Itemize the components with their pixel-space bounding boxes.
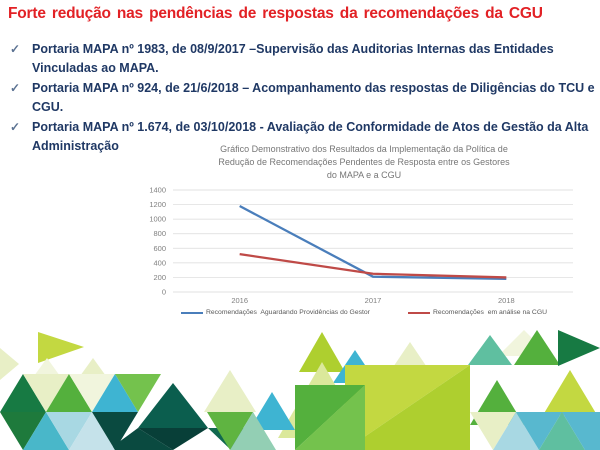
y-axis-tick-label: 600: [153, 244, 166, 253]
mosaic-triangle: [493, 412, 539, 450]
mosaic-triangle: [0, 374, 46, 412]
legend-line-swatch: [407, 311, 430, 314]
chart-legend: Recomendações Aguardando Providências do…: [128, 309, 600, 316]
chart-title: Gráfico Demonstrativo dos Resultados da …: [218, 144, 510, 181]
mosaic-triangle: [539, 412, 585, 450]
mosaic-triangle: [46, 412, 92, 450]
mosaic-triangle: [295, 385, 365, 450]
x-axis-tick-label: 2017: [365, 296, 382, 305]
bullet-text: Portaria MAPA nº 1.674, de 03/10/2018 - …: [32, 120, 589, 153]
bullet-text: Portaria MAPA nº 924, de 21/6/2018 – Aco…: [32, 81, 595, 114]
mosaic-triangle: [0, 412, 46, 450]
mosaic-triangle: [204, 370, 256, 412]
mosaic-triangle: [92, 412, 138, 450]
mosaic-triangle: [23, 412, 69, 450]
x-axis-tick-label: 2018: [498, 296, 515, 305]
slide-title: Forte redução nas pendências de resposta…: [8, 5, 543, 22]
mosaic-triangle: [516, 412, 562, 450]
mosaic-triangle: [562, 412, 600, 450]
mosaic-triangle: [230, 412, 276, 450]
mosaic-triangle: [38, 332, 84, 363]
bullet-item: ✓ Portaria MAPA nº 1.674, de 03/10/2018 …: [8, 118, 596, 156]
mosaic-triangle: [468, 335, 512, 365]
y-axis-tick-label: 1000: [149, 215, 166, 224]
mosaic-triangle: [138, 383, 208, 428]
mosaic-triangle: [0, 348, 19, 380]
decorative-triangle-mosaic: [0, 330, 600, 450]
legend-item: Recomendações Aguardando Providências do…: [180, 309, 370, 317]
mosaic-triangle: [299, 332, 345, 372]
checkmark-icon: ✓: [10, 120, 21, 134]
legend-item: Recomendações em análise na CGU: [407, 309, 548, 317]
mosaic-triangle: [207, 412, 253, 450]
legend-label: Recomendações Aguardando Providências do…: [205, 309, 370, 317]
mosaic-triangle: [23, 374, 69, 412]
chart-plot-area: 0 200 400 600 800 1000 1200 1400 2016 2017 2018: [149, 186, 573, 305]
y-axis-tick-label: 400: [153, 258, 166, 267]
bullet-text: Portaria MAPA nº 1983, de 08/9/2017 –Sup…: [32, 42, 554, 75]
x-axis-tick-label: 2016: [231, 296, 248, 305]
mosaic-triangle: [543, 370, 597, 415]
bullet-list: ✓ Portaria MAPA nº 1983, de 08/9/2017 –S…: [8, 40, 596, 157]
mosaic-triangle: [69, 374, 115, 412]
line-chart: Gráfico Demonstrativo dos Resultados da …: [128, 143, 600, 316]
series-line: [239, 205, 507, 281]
checkmark-icon: ✓: [10, 42, 21, 56]
mosaic-triangle: [249, 392, 295, 430]
y-axis-tick-label: 1200: [149, 200, 166, 209]
mosaic-triangle: [69, 412, 115, 450]
mosaic-triangle: [115, 374, 161, 412]
mosaic-triangle: [345, 365, 470, 450]
bullet-item: ✓ Portaria MAPA nº 924, de 21/6/2018 – A…: [8, 79, 596, 117]
bullet-item: ✓ Portaria MAPA nº 1983, de 08/9/2017 –S…: [8, 40, 596, 78]
y-axis-tick-label: 200: [153, 273, 166, 282]
mosaic-triangle: [92, 374, 138, 412]
mosaic-triangle: [558, 330, 600, 366]
mosaic-triangle: [138, 428, 208, 450]
series-line: [239, 253, 507, 279]
legend-label: Recomendações em análise na CGU: [432, 309, 548, 317]
legend-line-swatch: [180, 311, 203, 314]
y-axis-tick-label: 1400: [149, 186, 166, 195]
mosaic-triangle: [46, 374, 92, 412]
checkmark-icon: ✓: [10, 81, 21, 95]
mosaic-triangle: [514, 330, 560, 365]
mosaic-triangle: [470, 412, 516, 450]
y-axis-tick-label: 800: [153, 229, 166, 238]
mosaic-triangle: [108, 428, 173, 450]
y-axis-tick-label: 0: [162, 288, 166, 297]
